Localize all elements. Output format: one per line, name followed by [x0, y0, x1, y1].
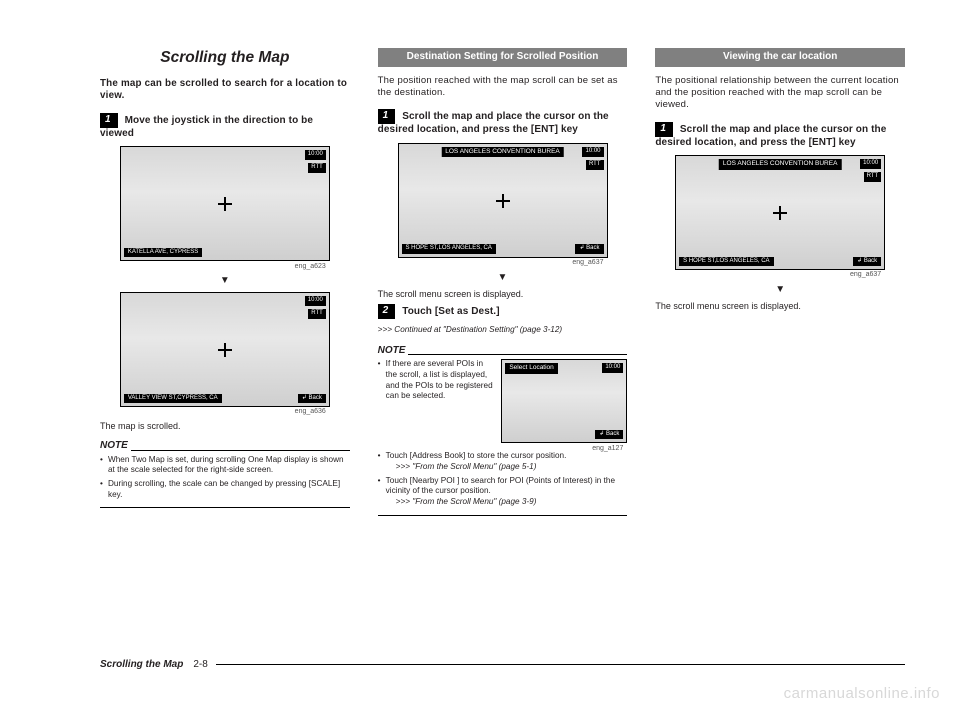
footer-section-label: Scrolling the Map [100, 659, 183, 670]
step-1-text: Scroll the map and place the cursor on t… [655, 124, 886, 148]
location-label: VALLEY VIEW ST,CYPRESS, CA [124, 394, 222, 404]
back-button: ↲ Back [853, 257, 881, 267]
note-item: Touch [Nearby POI ] to search for POI (P… [378, 476, 628, 508]
column-3: Viewing the car location The positional … [655, 48, 905, 516]
rtt-badge: RTT [308, 163, 326, 173]
body-text: The position reached with the map scroll… [378, 75, 628, 100]
figure-id: eng_a637 [572, 259, 603, 268]
map-figure-2: 10:00 RTT VALLEY VIEW ST,CYPRESS, CA ↲ B… [120, 292, 330, 407]
rtt-badge: RTT [586, 160, 604, 170]
location-label: KATELLA AVE, CYPRESS [124, 248, 202, 258]
step-1-text: Scroll the map and place the cursor on t… [378, 111, 609, 135]
poi-topbar: LOS ANGELES CONVENTION BUREA [719, 159, 842, 169]
footer-rule [216, 664, 905, 665]
figure-id: eng_a637 [850, 271, 881, 280]
step-1: 1 Move the joystick in the direction to … [100, 113, 350, 141]
note-list: If there are several POIs in the scroll,… [378, 359, 628, 409]
map-figure-1: LOS ANGELES CONVENTION BUREA 10:00 RTT S… [675, 155, 885, 270]
column-2: Destination Setting for Scrolled Positio… [378, 48, 628, 516]
cross-ref: >>> "From the Scroll Menu" (page 5-1) [386, 462, 628, 473]
clock-badge: 10:00 [305, 150, 326, 160]
note-header: NOTE [100, 437, 350, 451]
section-title: Scrolling the Map [100, 48, 350, 68]
body-text: The positional relationship between the … [655, 75, 905, 112]
cursor-cross-icon [218, 343, 232, 357]
after-figure-caption: The scroll menu screen is displayed. [655, 301, 905, 313]
poi-topbar: LOS ANGELES CONVENTION BUREA [441, 147, 564, 157]
note-item: Touch [Address Book] to store the cursor… [378, 451, 628, 472]
note-list: Touch [Address Book] to store the cursor… [378, 451, 628, 515]
location-label: S HOPE ST,LOS ANGELES, CA [679, 257, 773, 267]
down-arrow-icon: ▼ [655, 284, 905, 297]
location-label: S HOPE ST,LOS ANGELES, CA [402, 244, 496, 254]
map-figure-1: 10:00 RTT KATELLA AVE, CYPRESS eng_a623 [120, 146, 330, 261]
step-1: 1 Scroll the map and place the cursor on… [378, 109, 628, 137]
clock-badge: 10:00 [860, 159, 881, 169]
back-button: ↲ Back [575, 244, 603, 254]
cursor-cross-icon [773, 206, 787, 220]
sub-heading: Destination Setting for Scrolled Positio… [378, 48, 628, 67]
step-number-badge: 1 [655, 122, 673, 137]
figure-id: eng_a636 [295, 408, 326, 417]
after-figure-caption: The map is scrolled. [100, 421, 350, 433]
watermark: carmanualsonline.info [784, 685, 940, 702]
step-number-badge: 2 [378, 304, 396, 319]
step-1: 1 Scroll the map and place the cursor on… [655, 122, 905, 150]
step-number-badge: 1 [378, 109, 396, 124]
figure-id: eng_a623 [295, 263, 326, 272]
after-figure-caption: The scroll menu screen is displayed. [378, 289, 628, 301]
back-button: ↲ Back [595, 430, 623, 440]
continued-ref: >>> Continued at "Destination Setting" (… [378, 325, 628, 336]
rtt-badge: RTT [864, 172, 882, 182]
map-figure-1: LOS ANGELES CONVENTION BUREA 10:00 RTT S… [398, 143, 608, 258]
step-1-text: Move the joystick in the direction to be… [100, 115, 313, 139]
rtt-badge: RTT [308, 309, 326, 319]
sub-heading: Viewing the car location [655, 48, 905, 67]
page-footer: Scrolling the Map 2-8 [100, 659, 905, 670]
footer-page-number: 2-8 [193, 659, 207, 670]
note-list: When Two Map is set, during scrolling On… [100, 455, 350, 509]
down-arrow-icon: ▼ [378, 272, 628, 285]
lede-text: The map can be scrolled to search for a … [100, 78, 350, 103]
cursor-cross-icon [496, 194, 510, 208]
step-2: 2 Touch [Set as Dest.] [378, 304, 628, 319]
step-number-badge: 1 [100, 113, 118, 128]
note-header: NOTE [378, 342, 628, 356]
down-arrow-icon: ▼ [100, 275, 350, 288]
cursor-cross-icon [218, 197, 232, 211]
cross-ref: >>> "From the Scroll Menu" (page 3-9) [386, 497, 628, 508]
note-item: If there are several POIs in the scroll,… [378, 359, 628, 402]
clock-badge: 10:00 [582, 147, 603, 157]
step-2-text: Touch [Set as Dest.] [402, 306, 499, 317]
clock-badge: 10:00 [305, 296, 326, 306]
note-item: During scrolling, the scale can be chang… [100, 479, 350, 500]
column-1: Scrolling the Map The map can be scrolle… [100, 48, 350, 516]
note-item: When Two Map is set, during scrolling On… [100, 455, 350, 476]
back-button: ↲ Back [298, 394, 326, 404]
